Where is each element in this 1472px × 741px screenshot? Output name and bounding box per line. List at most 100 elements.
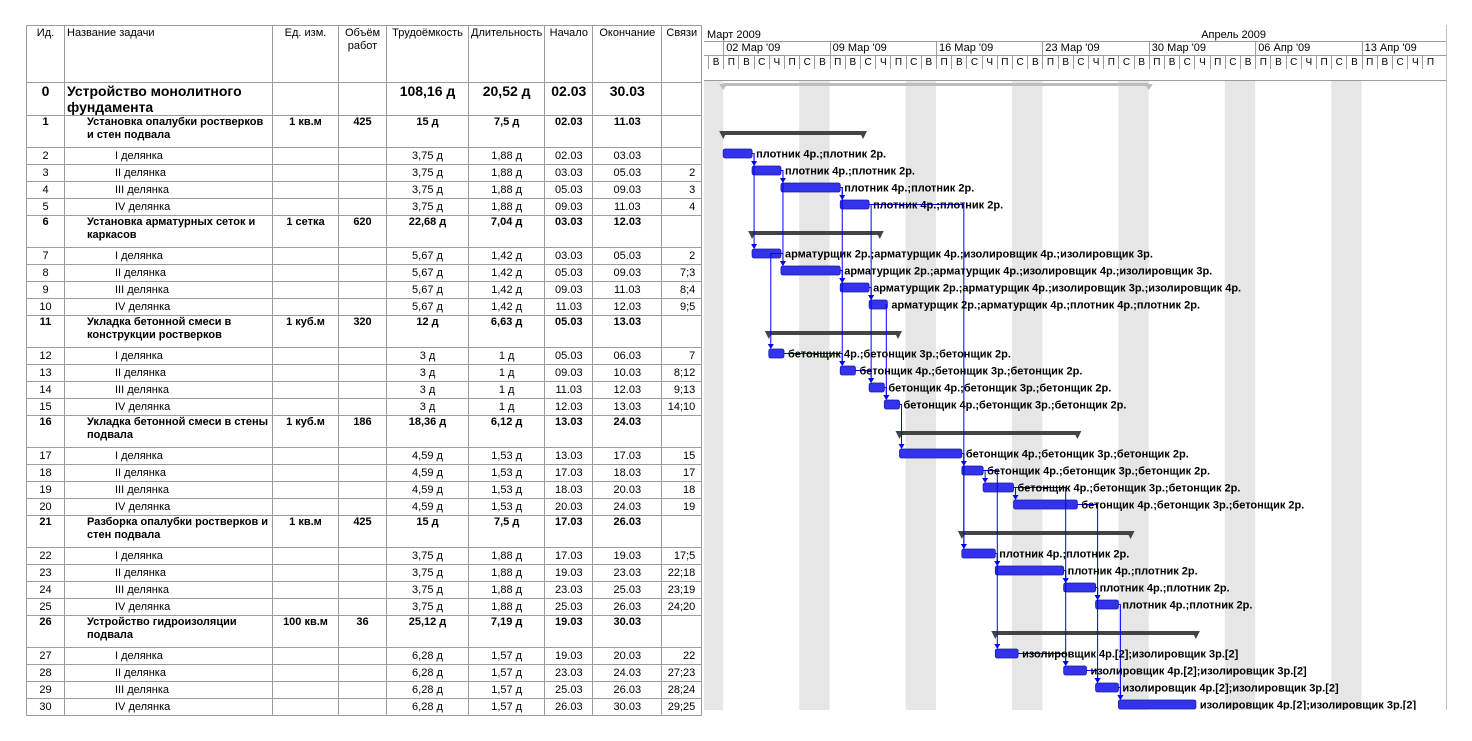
cell-unit[interactable]: 1 куб.м <box>272 415 339 448</box>
task-bar[interactable] <box>722 148 753 159</box>
table-row[interactable]: 20 IV делянка 4,59 д 1,53 д 20.03 24.03 19 <box>26 498 703 516</box>
cell-unit[interactable]: 1 кв.м <box>272 515 339 548</box>
cell-labor[interactable]: 25,12 д <box>386 615 469 648</box>
cell-duration[interactable]: 1,57 д <box>467 664 546 682</box>
summary-bar[interactable] <box>723 131 864 135</box>
cell-duration[interactable]: 1,88 д <box>467 581 546 599</box>
cell-labor[interactable]: 4,59 д <box>386 498 469 516</box>
cell-start[interactable]: 13.03 <box>544 447 594 465</box>
cell-unit[interactable] <box>272 264 339 282</box>
cell-volume[interactable]: 425 <box>338 115 387 148</box>
table-row[interactable]: 8 II делянка 5,67 д 1,42 д 05.03 09.03 7;3 <box>26 264 703 282</box>
cell-links[interactable] <box>661 415 703 448</box>
cell-volume[interactable] <box>338 647 387 665</box>
cell-finish[interactable]: 10.03 <box>592 364 663 382</box>
cell-links[interactable]: 22 <box>661 647 703 665</box>
cell-volume[interactable]: 620 <box>338 215 387 248</box>
cell-id[interactable]: 19 <box>26 481 65 499</box>
cell-duration[interactable]: 6,63 д <box>467 315 546 348</box>
task-bar[interactable] <box>883 399 900 410</box>
col-header-start[interactable]: Начало <box>544 25 594 83</box>
cell-name[interactable]: II делянка <box>64 164 273 182</box>
cell-start[interactable]: 12.03 <box>544 398 594 416</box>
cell-duration[interactable]: 1 д <box>467 381 546 399</box>
cell-unit[interactable] <box>272 564 339 582</box>
cell-labor[interactable]: 3 д <box>386 364 469 382</box>
cell-name[interactable]: III делянка <box>64 181 273 199</box>
table-row[interactable]: 30 IV делянка 6,28 д 1,57 д 26.03 30.03 29;25 <box>26 698 703 716</box>
cell-labor[interactable]: 5,67 д <box>386 247 469 265</box>
cell-volume[interactable] <box>338 147 387 165</box>
cell-id[interactable]: 24 <box>26 581 65 599</box>
cell-finish[interactable]: 13.03 <box>592 398 663 416</box>
cell-name[interactable]: Укладка бетонной смеси в конструкции рос… <box>64 315 273 348</box>
cell-unit[interactable] <box>272 647 339 665</box>
cell-name[interactable]: I делянка <box>64 347 273 365</box>
cell-duration[interactable]: 1,88 д <box>467 198 546 216</box>
cell-name[interactable]: IV делянка <box>64 198 273 216</box>
cell-links[interactable]: 17;5 <box>661 547 703 565</box>
cell-id[interactable]: 17 <box>26 447 65 465</box>
cell-id[interactable]: 23 <box>26 564 65 582</box>
cell-labor[interactable]: 3,75 д <box>386 181 469 199</box>
cell-links[interactable]: 29;25 <box>661 698 703 716</box>
cell-volume[interactable] <box>338 464 387 482</box>
task-bar[interactable] <box>961 465 984 476</box>
cell-id[interactable]: 8 <box>26 264 65 282</box>
cell-labor[interactable]: 6,28 д <box>386 664 469 682</box>
task-bar[interactable] <box>768 348 785 359</box>
cell-id[interactable]: 29 <box>26 681 65 699</box>
task-bar[interactable] <box>1117 699 1197 710</box>
cell-id[interactable]: 0 <box>26 82 65 116</box>
cell-labor[interactable]: 3,75 д <box>386 147 469 165</box>
cell-links[interactable] <box>661 147 703 165</box>
cell-labor[interactable]: 15 д <box>386 115 469 148</box>
table-row[interactable]: 23 II делянка 3,75 д 1,88 д 19.03 23.03 22;18 <box>26 564 703 582</box>
cell-labor[interactable]: 22,68 д <box>386 215 469 248</box>
cell-duration[interactable]: 1,88 д <box>467 598 546 616</box>
cell-duration[interactable]: 1 д <box>467 347 546 365</box>
cell-unit[interactable] <box>272 498 339 516</box>
cell-start[interactable]: 11.03 <box>544 381 594 399</box>
cell-id[interactable]: 18 <box>26 464 65 482</box>
cell-volume[interactable] <box>338 564 387 582</box>
cell-duration[interactable]: 7,04 д <box>467 215 546 248</box>
task-bar[interactable] <box>839 282 870 293</box>
cell-duration[interactable]: 7,5 д <box>467 515 546 548</box>
task-bar[interactable] <box>982 482 1014 493</box>
cell-links[interactable]: 19 <box>661 498 703 516</box>
cell-finish[interactable]: 05.03 <box>592 247 663 265</box>
cell-labor[interactable]: 3,75 д <box>386 198 469 216</box>
cell-duration[interactable]: 1,88 д <box>467 547 546 565</box>
cell-start[interactable]: 05.03 <box>544 264 594 282</box>
cell-unit[interactable] <box>272 447 339 465</box>
cell-start[interactable]: 26.03 <box>544 698 594 716</box>
cell-volume[interactable] <box>338 498 387 516</box>
cell-name[interactable]: IV делянка <box>64 598 273 616</box>
cell-volume[interactable] <box>338 82 387 116</box>
table-row[interactable]: 16 Укладка бетонной смеси в стены подвала… <box>26 415 703 448</box>
cell-id[interactable]: 25 <box>26 598 65 616</box>
summary-bar[interactable] <box>768 331 898 335</box>
cell-volume[interactable] <box>338 698 387 716</box>
cell-labor[interactable]: 6,28 д <box>386 647 469 665</box>
cell-duration[interactable]: 1,53 д <box>467 447 546 465</box>
cell-name[interactable]: III делянка <box>64 681 273 699</box>
cell-start[interactable]: 23.03 <box>544 664 594 682</box>
col-header-volume[interactable]: Объём работ <box>338 25 387 83</box>
table-row[interactable]: 25 IV делянка 3,75 д 1,88 д 25.03 26.03 24;20 <box>26 598 703 616</box>
cell-links[interactable]: 23;19 <box>661 581 703 599</box>
cell-labor[interactable]: 3,75 д <box>386 581 469 599</box>
cell-id[interactable]: 6 <box>26 215 65 248</box>
cell-labor[interactable]: 12 д <box>386 315 469 348</box>
cell-volume[interactable]: 36 <box>338 615 387 648</box>
cell-links[interactable] <box>661 115 703 148</box>
cell-labor[interactable]: 3,75 д <box>386 564 469 582</box>
cell-finish[interactable]: 17.03 <box>592 447 663 465</box>
cell-links[interactable] <box>661 215 703 248</box>
task-bar[interactable] <box>1063 582 1096 593</box>
cell-links[interactable]: 14;10 <box>661 398 703 416</box>
cell-id[interactable]: 15 <box>26 398 65 416</box>
cell-start[interactable]: 19.03 <box>544 615 594 648</box>
